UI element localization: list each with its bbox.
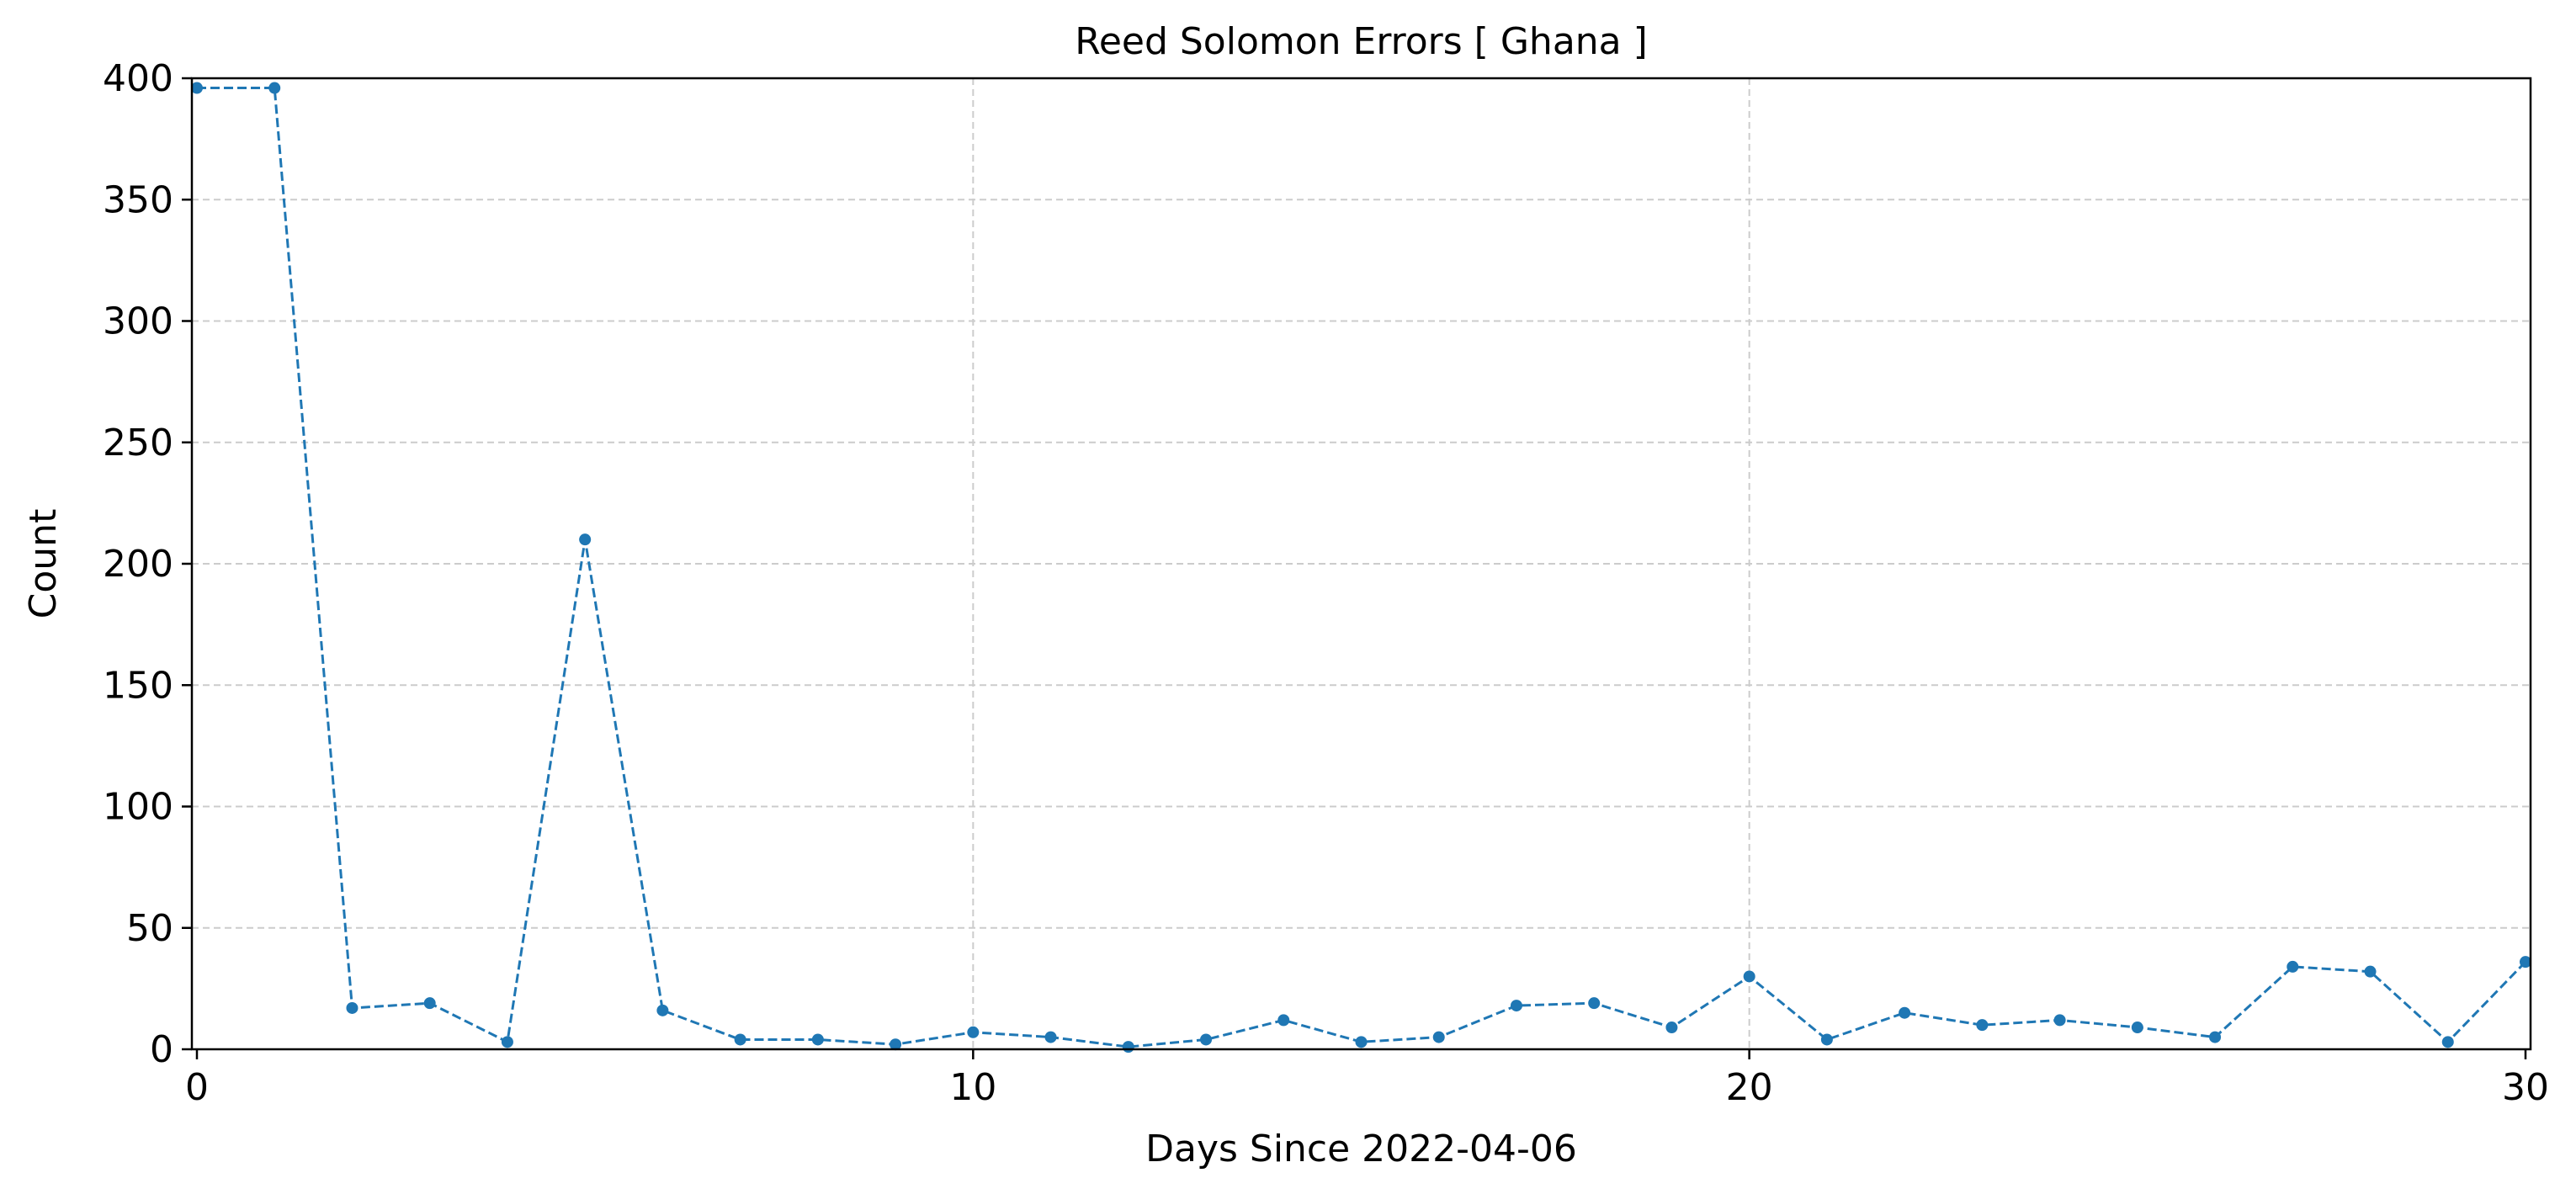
- data-point: [1743, 970, 1755, 983]
- data-point: [2520, 956, 2531, 968]
- y-tick-label: 150: [103, 664, 173, 707]
- data-point: [1899, 1006, 1911, 1019]
- data-point: [191, 82, 203, 94]
- x-tick-label: 30: [2502, 1066, 2549, 1109]
- data-point: [2209, 1031, 2222, 1043]
- y-tick-label: 300: [103, 300, 173, 343]
- data-point: [2287, 960, 2299, 973]
- series-layer: [191, 82, 2531, 1053]
- data-point: [1510, 1000, 1522, 1012]
- data-point: [1588, 997, 1601, 1010]
- data-point: [1122, 1041, 1134, 1053]
- data-point: [734, 1033, 746, 1046]
- data-point: [1044, 1031, 1057, 1043]
- data-point: [1665, 1022, 1678, 1034]
- data-point: [811, 1033, 824, 1046]
- data-point: [967, 1026, 980, 1038]
- y-axis-title: Count: [22, 509, 65, 619]
- data-point: [1820, 1033, 1833, 1046]
- data-point: [501, 1036, 513, 1048]
- y-tick-label: 350: [103, 178, 173, 221]
- data-point: [346, 1001, 359, 1014]
- data-point: [2441, 1036, 2454, 1048]
- x-tick-label: 0: [185, 1066, 209, 1109]
- x-axis-title: Days Since 2022-04-06: [1145, 1128, 1577, 1170]
- data-point: [2131, 1022, 2143, 1034]
- chart-title: Reed Solomon Errors [ Ghana ]: [1075, 20, 1648, 63]
- y-tick-label: 100: [103, 786, 173, 829]
- y-tick-label: 200: [103, 543, 173, 586]
- data-point: [1432, 1031, 1445, 1043]
- x-tick-label: 20: [1726, 1066, 1773, 1109]
- data-point: [890, 1038, 902, 1051]
- ticks: 0 50 100 150 200 250 300 350 400 0 10 20 30: [103, 57, 2549, 1109]
- data-point: [2364, 965, 2377, 978]
- data-point: [1277, 1014, 1290, 1027]
- data-point: [1976, 1019, 1989, 1032]
- data-point: [656, 1004, 669, 1016]
- data-point: [1355, 1036, 1368, 1048]
- y-tick-label: 0: [150, 1028, 173, 1071]
- data-point: [2053, 1014, 2066, 1027]
- data-point: [579, 533, 592, 546]
- grid: [192, 78, 2531, 1049]
- y-tick-label: 50: [126, 907, 173, 950]
- data-point: [268, 82, 281, 94]
- y-tick-label: 250: [103, 422, 173, 464]
- data-point: [1200, 1033, 1213, 1046]
- data-point: [423, 997, 436, 1010]
- x-tick-label: 10: [949, 1066, 996, 1109]
- y-tick-label: 400: [103, 57, 173, 100]
